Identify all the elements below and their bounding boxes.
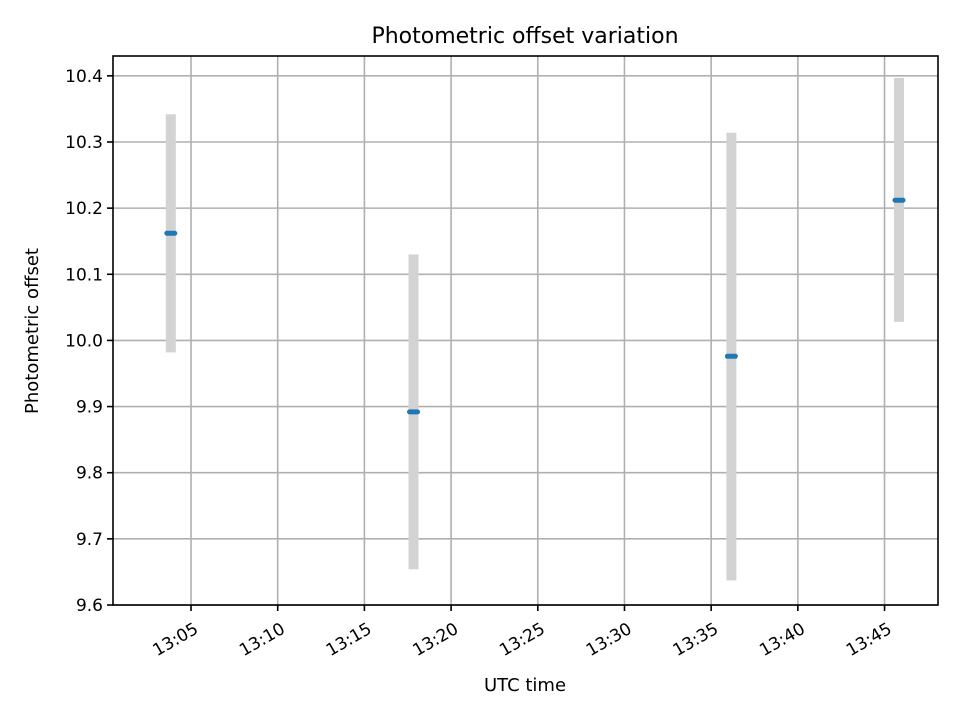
y-axis-label: Photometric offset <box>22 248 43 414</box>
data-layer <box>164 77 906 581</box>
x-tick-label-8: 13:45 <box>843 619 895 661</box>
y-tick-label-3: 9.9 <box>76 398 103 418</box>
grid-layer <box>113 56 938 606</box>
tick-layer: 13:05 13:10 13:15 13:20 13:25 13:30 13:35 13:40… <box>65 67 895 661</box>
y-tick-label-0: 9.6 <box>76 596 103 616</box>
plot-frame <box>112 55 939 606</box>
x-tick-label-7: 13:40 <box>756 619 808 661</box>
chart-title: Photometric offset variation <box>371 24 678 49</box>
x-tick-label-0: 13:05 <box>149 619 201 661</box>
x-tick-label-4: 13:25 <box>496 619 548 661</box>
y-tick-label-7: 10.3 <box>65 133 103 153</box>
y-tick-label-2: 9.8 <box>76 464 103 484</box>
y-tick-label-5: 10.1 <box>65 265 103 285</box>
x-tick-label-2: 13:15 <box>323 619 375 661</box>
y-tick-label-1: 9.7 <box>76 530 103 550</box>
x-tick-label-3: 13:20 <box>410 619 462 661</box>
y-tick-label-6: 10.2 <box>65 199 103 219</box>
x-tick-label-5: 13:30 <box>583 619 635 661</box>
y-tick-label-4: 10.0 <box>65 331 103 351</box>
x-tick-label-1: 13:10 <box>236 619 288 661</box>
y-tick-label-8: 10.4 <box>65 67 103 87</box>
x-tick-label-6: 13:35 <box>670 619 722 661</box>
x-axis-label: UTC time <box>484 675 566 696</box>
